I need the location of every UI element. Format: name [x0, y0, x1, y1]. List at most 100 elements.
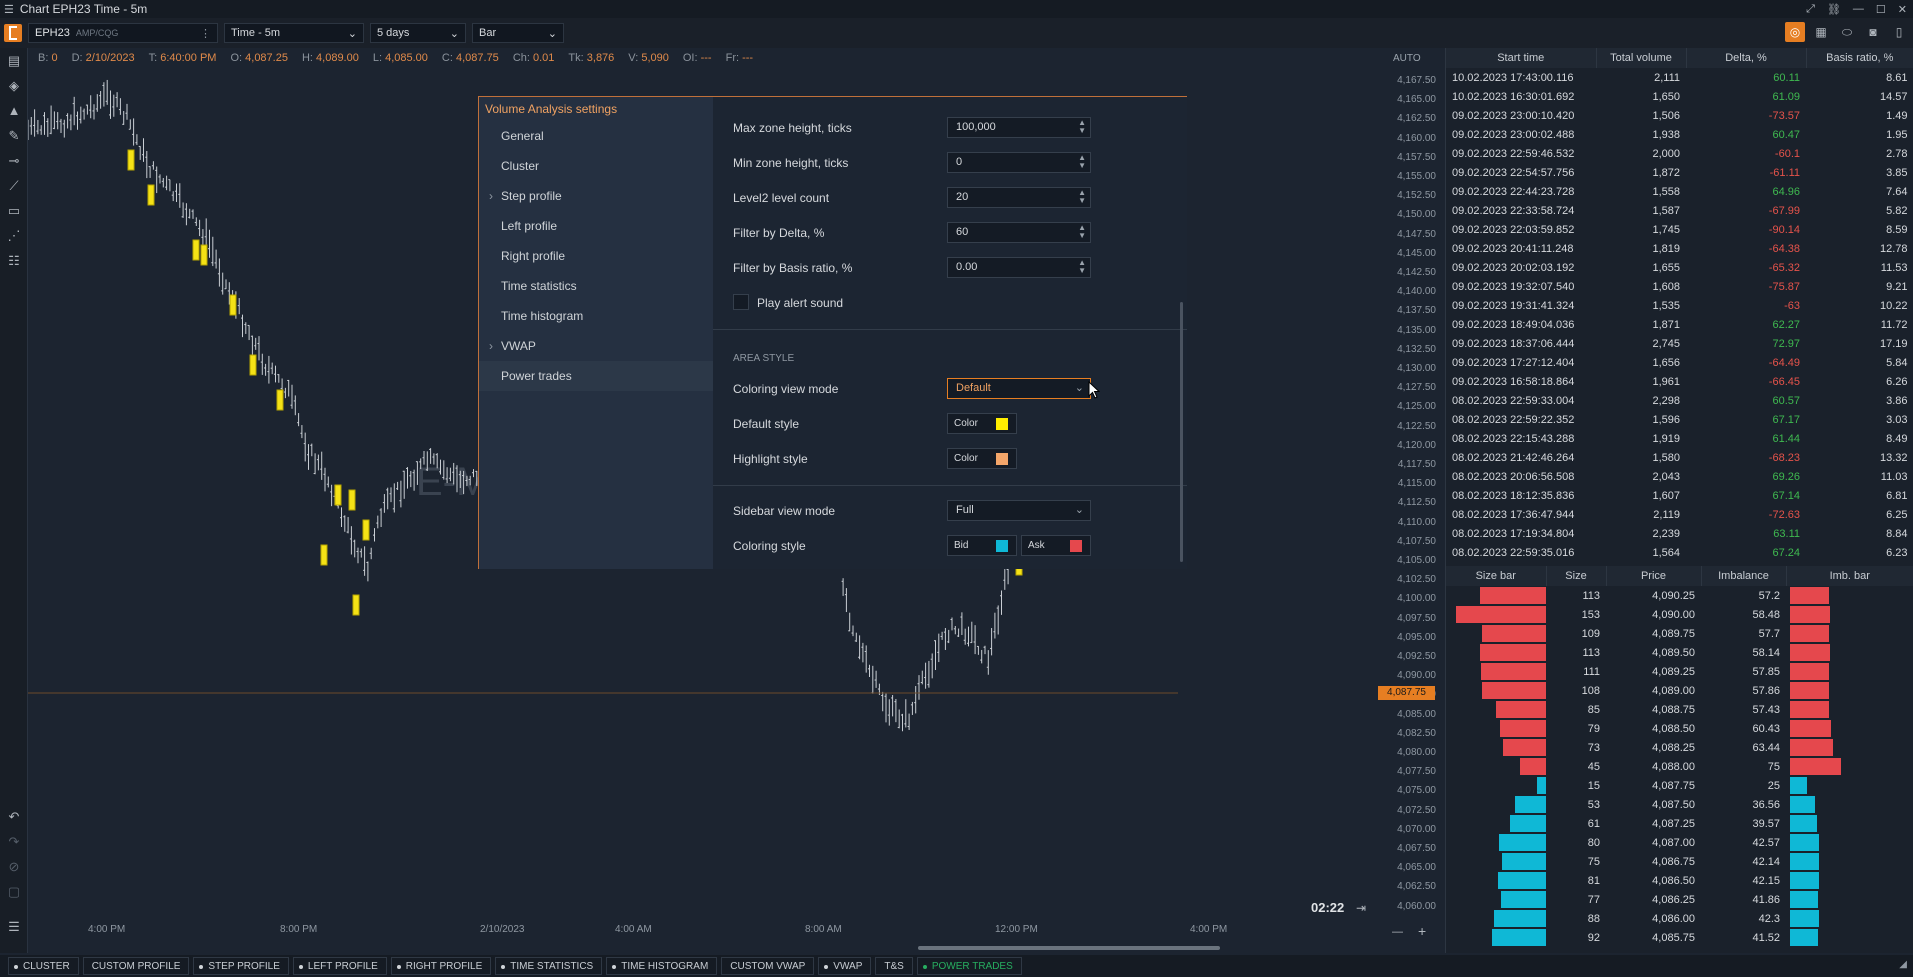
power-trade-zone[interactable] — [200, 244, 208, 266]
table-row[interactable]: 10.02.2023 16:30:01.692 1,650 61.09 14.57 — [1446, 87, 1913, 106]
stepper-icon[interactable]: ▲ ▼ — [1078, 188, 1086, 205]
table-row[interactable]: 08.02.2023 22:59:22.352 1,596 67.17 3.03 — [1446, 410, 1913, 429]
sidebar-icon[interactable]: ▯ — [1895, 25, 1903, 39]
scroll-to-end-icon[interactable]: ⇥ — [1356, 901, 1367, 915]
column-header[interactable]: Total volume — [1596, 48, 1687, 68]
table-row[interactable]: 09.02.2023 19:31:41.324 1,535 -63 10.22 — [1446, 296, 1913, 315]
stepper-icon[interactable]: ▲ ▼ — [1078, 118, 1086, 135]
indicator-tab[interactable]: CUSTOM PROFILE — [82, 957, 190, 975]
indicator-tab[interactable]: RIGHT PROFILE — [390, 957, 492, 975]
table-row[interactable]: 15 4,087.75 25 — [1446, 776, 1913, 795]
table-row[interactable]: 109 4,089.75 57.7 — [1446, 624, 1913, 643]
minimize-icon[interactable]: — — [1852, 3, 1864, 15]
settings-nav-item[interactable]: VWAP — [479, 331, 713, 361]
indicator-tab[interactable]: POWER TRADES — [916, 957, 1022, 975]
table-row[interactable]: 09.02.2023 22:03:59.852 1,745 -90.14 8.59 — [1446, 220, 1913, 239]
table-row[interactable]: 09.02.2023 17:27:12.404 1,656 -64.49 5.84 — [1446, 353, 1913, 372]
expand-icon[interactable]: ⤢ — [1806, 2, 1815, 15]
column-header[interactable]: Imbalance — [1701, 566, 1787, 586]
lock-icon[interactable]: ▢ — [7, 884, 21, 899]
dialog-scrollbar[interactable] — [1180, 302, 1183, 562]
settings-nav-item[interactable]: Power trades — [479, 361, 713, 391]
default-color-button[interactable]: Color — [947, 413, 1017, 434]
table-row[interactable]: 08.02.2023 20:06:56.508 2,043 69.26 11.03 — [1446, 467, 1913, 486]
maximize-icon[interactable]: ☐ — [1875, 3, 1886, 16]
trend-line-icon[interactable]: ⟋ — [9, 178, 19, 193]
timeframe-select[interactable]: Time - 5m ⌄ — [224, 23, 364, 43]
table-row[interactable]: 61 4,087.25 39.57 — [1446, 814, 1913, 833]
range-select[interactable]: 5 days ⌄ — [370, 23, 466, 43]
stepper-icon[interactable]: ▲ ▼ — [1078, 153, 1086, 170]
table-row[interactable]: 09.02.2023 23:00:10.420 1,506 -73.57 1.49 — [1446, 106, 1913, 125]
indicator-tab[interactable]: TIME STATISTICS — [495, 957, 603, 975]
power-trade-zone[interactable] — [127, 149, 135, 171]
table-row[interactable]: 09.02.2023 20:02:03.192 1,655 -65.32 11.53 — [1446, 258, 1913, 277]
table-row[interactable]: 08.02.2023 18:12:35.836 1,607 67.14 6.81 — [1446, 486, 1913, 505]
settings-nav-item[interactable]: Cluster — [501, 159, 540, 173]
table-row[interactable]: 92 4,085.75 41.52 — [1446, 928, 1913, 947]
power-trade-zone[interactable] — [192, 239, 200, 261]
power-trade-zone[interactable] — [348, 489, 356, 511]
table-row[interactable]: 77 4,086.25 41.86 — [1446, 890, 1913, 909]
column-header[interactable]: Start time — [1446, 48, 1597, 68]
power-trade-zone[interactable] — [320, 544, 328, 566]
table-row[interactable]: 113 4,090.25 57.2 — [1446, 586, 1913, 605]
table-row[interactable]: 08.02.2023 22:15:43.288 1,919 61.44 8.49 — [1446, 429, 1913, 448]
level2-input[interactable]: 20 ▲ ▼ — [947, 187, 1091, 208]
indicator-tab[interactable]: LEFT PROFILE — [292, 957, 387, 975]
indicator-tab[interactable]: CUSTOM VWAP — [721, 957, 815, 975]
power-trades-icon[interactable]: ◎ — [1785, 22, 1805, 42]
table-row[interactable]: 09.02.2023 23:00:02.488 1,938 60.47 1.95 — [1446, 125, 1913, 144]
table-row[interactable]: 09.02.2023 20:41:11.248 1,819 -64.38 12.78 — [1446, 239, 1913, 258]
table-row[interactable]: 73 4,088.25 63.44 — [1446, 738, 1913, 757]
indicator-tab[interactable]: CLUSTER — [8, 957, 79, 975]
app-logo-icon[interactable] — [4, 24, 22, 42]
table-row[interactable]: 45 4,088.00 75 — [1446, 757, 1913, 776]
list-icon[interactable]: ☰ — [8, 919, 20, 934]
column-header[interactable]: Imb. bar — [1786, 566, 1913, 586]
table-row[interactable]: 81 4,086.50 42.15 — [1446, 871, 1913, 890]
table-row[interactable]: 09.02.2023 22:33:58.724 1,587 -67.99 5.82 — [1446, 201, 1913, 220]
table-row[interactable]: 09.02.2023 18:49:04.036 1,871 62.27 11.72 — [1446, 315, 1913, 334]
settings-nav-item[interactable]: Right profile — [501, 249, 566, 263]
play-alert-checkbox[interactable] — [733, 294, 749, 310]
coloring-view-select[interactable]: Default ⌄ — [947, 378, 1091, 399]
undo-icon[interactable]: ↶ — [8, 809, 20, 824]
auto-scale-button[interactable]: AUTO — [1393, 53, 1421, 64]
table-row[interactable]: 153 4,090.00 58.48 — [1446, 605, 1913, 624]
column-header[interactable]: Delta, % — [1686, 48, 1807, 68]
hide-icon[interactable]: ⊘ — [8, 859, 20, 874]
bid-color-button[interactable]: Bid — [947, 535, 1017, 556]
power-trade-zone[interactable] — [276, 389, 284, 411]
camera-icon[interactable]: ◙ — [1869, 25, 1877, 39]
settings-nav-item[interactable]: Time statistics — [501, 279, 577, 293]
indicator-tab[interactable]: T&S — [875, 957, 913, 975]
table-row[interactable]: 80 4,087.00 42.57 — [1446, 833, 1913, 852]
table-row[interactable]: 85 4,088.75 57.43 — [1446, 700, 1913, 719]
power-trade-zone[interactable] — [334, 484, 342, 506]
table-row[interactable]: 09.02.2023 22:44:23.728 1,558 64.96 7.64 — [1446, 182, 1913, 201]
close-icon[interactable]: ✕ — [1897, 3, 1907, 16]
power-trade-zone[interactable] — [249, 354, 257, 376]
table-row[interactable]: 09.02.2023 18:37:06.444 2,745 72.97 17.19 — [1446, 334, 1913, 353]
chart-type-select[interactable]: Bar ⌄ — [472, 23, 564, 43]
max-zone-input[interactable]: 100,000 ▲ ▼ — [947, 117, 1091, 138]
stepper-icon[interactable]: ▲ ▼ — [1078, 223, 1086, 240]
settings-nav-item[interactable]: Step profile — [479, 181, 713, 211]
time-axis[interactable]: 4:00 PM 8:00 PM 2/10/2023 4:00 AM 8:00 AM 12:… — [28, 924, 1378, 940]
highlight-color-button[interactable]: Color — [947, 448, 1017, 469]
table-row[interactable]: 88 4,086.00 42.3 — [1446, 909, 1913, 928]
zoom-out-icon[interactable]: — — [1392, 926, 1403, 938]
power-trade-zone[interactable] — [352, 594, 360, 616]
table-row[interactable]: 111 4,089.25 57.85 — [1446, 662, 1913, 681]
settings-nav-item[interactable]: Left profile — [501, 219, 558, 233]
link-icon[interactable]: ⛓ — [1826, 3, 1841, 16]
symbol-selector[interactable]: EPH23 AMP/CQG ⋮ — [28, 23, 218, 43]
table-row[interactable]: 108 4,089.00 57.86 — [1446, 681, 1913, 700]
table-row[interactable]: 53 4,087.50 36.56 — [1446, 795, 1913, 814]
settings-nav-item[interactable]: General — [501, 129, 544, 143]
alert-icon[interactable]: ▲ — [7, 103, 21, 118]
sidebar-view-select[interactable]: Full ⌄ — [947, 500, 1091, 521]
filter-delta-input[interactable]: 60 ▲ ▼ — [947, 222, 1091, 243]
table-row[interactable]: 08.02.2023 22:59:33.004 2,298 60.57 3.86 — [1446, 391, 1913, 410]
